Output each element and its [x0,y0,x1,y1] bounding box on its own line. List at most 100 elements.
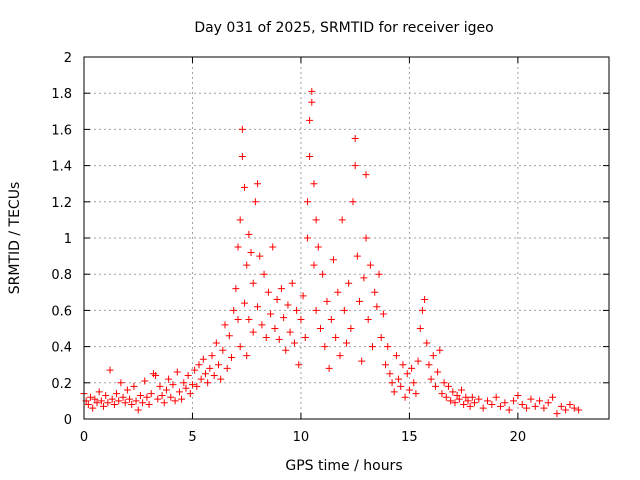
data-point [312,306,320,314]
data-point [455,395,463,403]
data-point [136,391,144,399]
data-point [403,370,411,378]
data-point [254,303,262,311]
data-point [243,261,251,269]
y-axis-label: SRMTID / TECUs [7,182,23,295]
data-point [264,288,272,296]
data-point [310,261,318,269]
data-point [382,361,390,369]
data-point [89,404,97,412]
data-point [95,388,103,396]
data-point [238,153,246,161]
data-point [360,274,368,282]
data-point [173,368,181,376]
data-point [269,243,277,251]
data-point [251,198,259,206]
data-point [392,352,400,360]
data-point [388,379,396,387]
data-point [156,382,164,390]
x-axis-label: GPS time / hours [285,458,402,474]
data-point [414,357,422,365]
data-point [160,399,168,407]
data-point [225,332,233,340]
data-point [505,406,513,414]
data-point [195,361,203,369]
data-point [399,361,407,369]
data-point [466,402,474,410]
data-point [336,352,344,360]
data-point [243,352,251,360]
data-point [234,315,242,323]
data-point [442,393,450,401]
data-point [245,315,253,323]
data-point [169,381,177,389]
data-point [308,98,316,106]
y-tick-label: 0.6 [51,304,72,319]
data-point [366,261,374,269]
data-point [353,252,361,260]
data-point [462,393,470,401]
data-point [327,315,335,323]
data-point [351,134,359,142]
data-point [566,401,574,409]
data-point [247,248,255,256]
data-point [345,279,353,287]
x-tick-label: 10 [293,430,310,445]
data-point [386,370,394,378]
data-point [408,364,416,372]
data-point [427,375,435,383]
data-point [303,198,311,206]
data-point [347,325,355,332]
y-tick-label: 0.8 [51,268,72,283]
data-point [241,183,249,191]
data-point [102,391,110,399]
data-point [444,382,452,390]
y-tick-label: 1.8 [51,87,72,102]
data-point [293,306,301,314]
data-point [297,315,305,323]
data-point [106,366,114,374]
y-tick-label: 1.6 [51,123,72,138]
data-point [468,393,476,401]
data-point [208,352,216,360]
data-point [221,321,229,329]
data-point [464,397,472,405]
data-point [316,325,324,332]
data-point [369,343,377,351]
data-point [238,125,246,133]
data-point [212,339,220,347]
data-point [514,391,522,399]
data-point [186,390,194,398]
data-point [501,399,509,407]
data-point [425,361,433,369]
data-point [260,270,268,278]
data-point [319,270,327,278]
data-point [449,388,457,396]
data-point [431,382,439,390]
data-point [440,379,448,387]
data-point [349,198,357,206]
data-point [188,381,196,389]
data-point [527,395,535,403]
data-point [228,353,236,361]
axes: 0 5 10 15 20 0 0.2 0.4 0.6 0.8 1 1.2 1.4 1.6 1.8 2 [51,51,610,445]
data-point [282,346,290,354]
data-point [249,328,257,336]
data-point [334,288,342,296]
data-point [162,386,170,394]
data-point [284,301,292,309]
y-tick-label: 0.4 [51,341,72,356]
data-point [143,393,151,401]
data-point [332,334,340,342]
data-point [152,372,160,380]
data-point [438,390,446,398]
data-point [479,404,487,412]
data-point [236,216,244,224]
y-tick-label: 1.2 [51,196,72,211]
data-point [401,393,409,401]
data-point [130,382,138,390]
data-point [245,230,253,238]
data-point [323,297,331,305]
data-point [358,357,366,365]
